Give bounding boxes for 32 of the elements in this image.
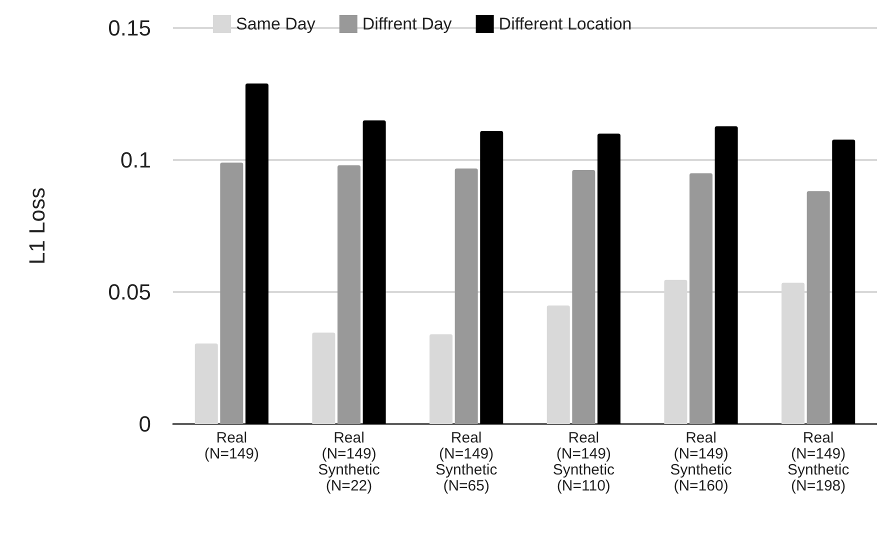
bar (714, 126, 738, 424)
y-tick-label: 0 (138, 412, 151, 436)
x-tick-label: Real (N=149) Synthetic (N=198) (787, 430, 850, 494)
legend-label: Different Location (498, 14, 632, 34)
bar (546, 305, 570, 424)
bar (220, 162, 244, 424)
x-tick-label: Real (N=149) Synthetic (N=65) (435, 430, 498, 494)
bar (362, 120, 386, 424)
x-tick-label: Real (N=149) Synthetic (N=110) (552, 430, 616, 494)
bar (572, 170, 596, 424)
bar (664, 280, 688, 424)
bar (832, 140, 856, 424)
bar (430, 334, 453, 424)
bar (480, 130, 504, 424)
x-tick-label: Real (N=149) Synthetic (N=160) (670, 430, 732, 494)
legend-label: Diffrent Day (362, 14, 452, 34)
bar (194, 343, 218, 424)
bar (690, 173, 712, 424)
bar (597, 134, 620, 424)
bar (312, 332, 336, 424)
y-tick-label: 0.1 (120, 148, 151, 172)
bar (245, 83, 268, 424)
legend-label: Same Day (236, 14, 316, 34)
x-tick-label: Real (N=149) (204, 430, 259, 462)
y-tick-label: 0.15 (108, 16, 151, 40)
bar (338, 165, 360, 424)
bar (454, 168, 478, 424)
bar (782, 282, 805, 424)
bar (806, 191, 830, 424)
y-axis-title: L1 Loss (24, 187, 50, 265)
y-tick-label: 0.05 (108, 280, 151, 304)
x-tick-label: Real (N=149) Synthetic (N=22) (318, 430, 380, 494)
